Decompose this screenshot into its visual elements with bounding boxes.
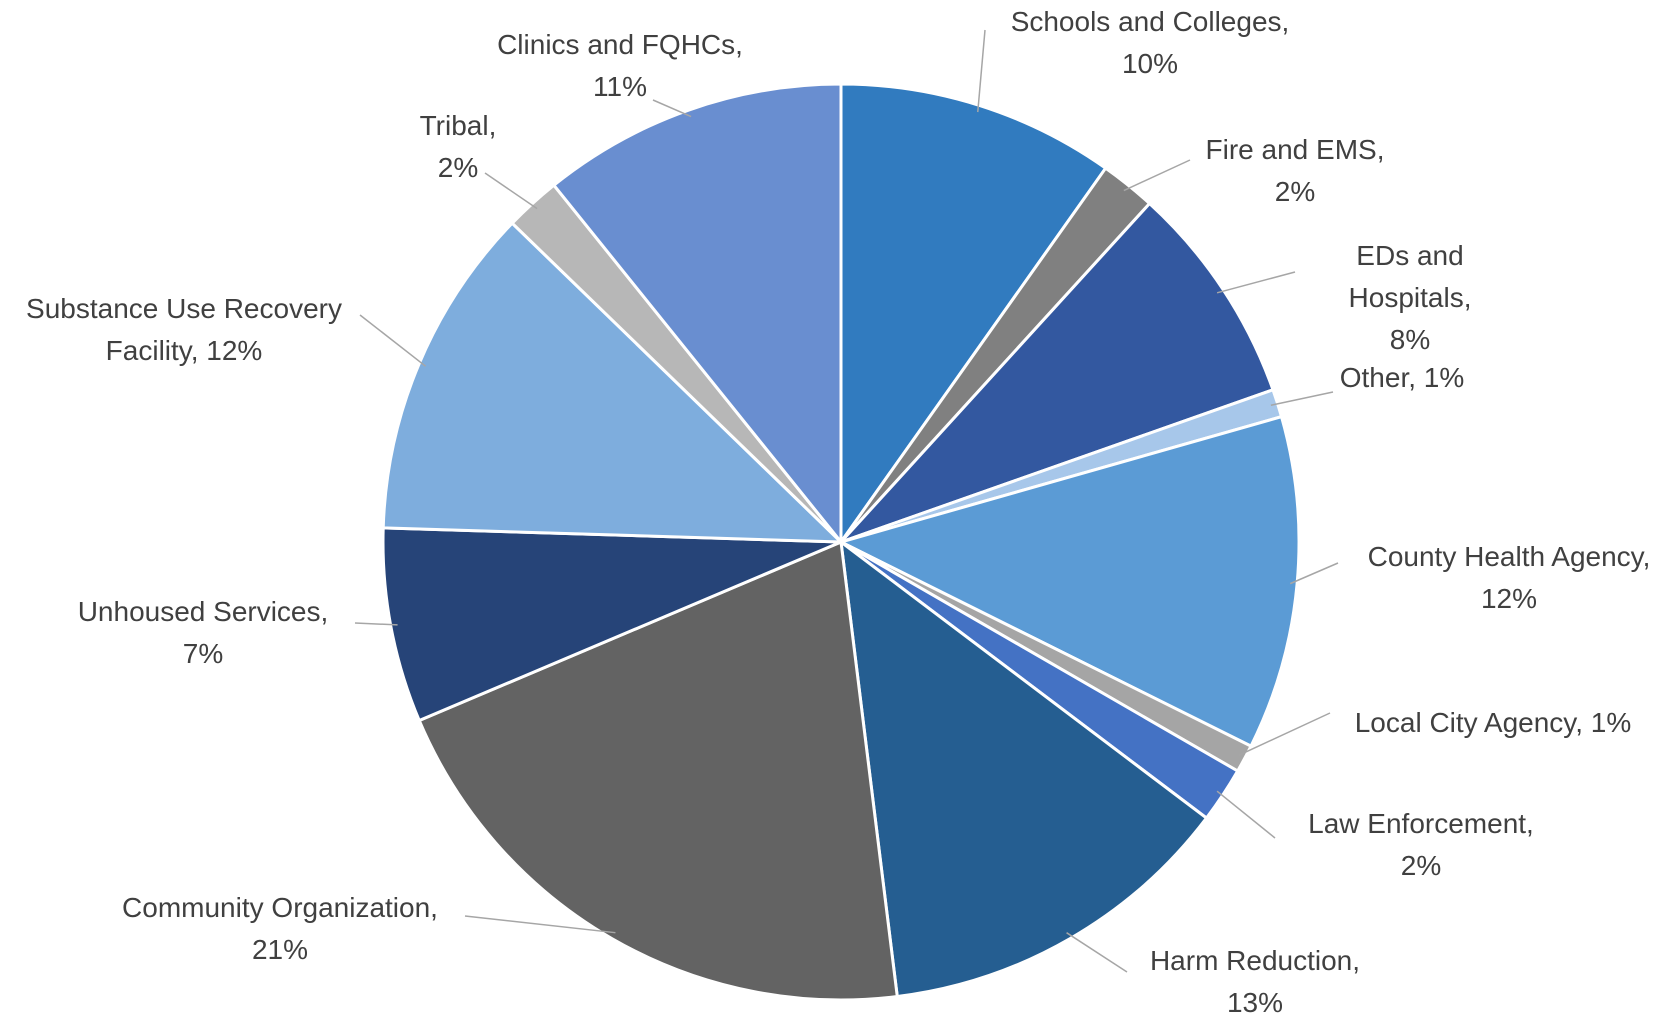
data-label: Local City Agency, 1% (1348, 702, 1638, 744)
value-label: 2% (1400, 850, 1442, 881)
category-label: County Health Agency, (1367, 541, 1651, 572)
data-label: Other, 1% (1302, 357, 1502, 399)
pie-slice (417, 539, 899, 1002)
category-label: Substance Use Recovery Facility, (26, 293, 342, 366)
value-label: 1% (1423, 362, 1465, 393)
leader-line (1238, 712, 1331, 757)
value-label: 1% (1590, 707, 1632, 738)
data-label: County Health Agency, 12% (1339, 536, 1677, 620)
leader-line (484, 172, 538, 210)
category-label: Community Organization, (122, 892, 438, 923)
leader-line (1216, 790, 1276, 839)
leader-line (1216, 271, 1296, 294)
leader-line (1066, 932, 1128, 973)
pie-slice (381, 526, 842, 723)
pie-slice (839, 201, 1275, 544)
data-label: Tribal, 2% (398, 105, 518, 189)
data-label: Community Organization, 21% (95, 887, 465, 971)
value-label: 7% (182, 638, 224, 669)
pie-slice (839, 538, 1209, 999)
value-label: 12% (206, 335, 263, 366)
data-label: Schools and Colleges, 10% (980, 1, 1320, 85)
category-label: Clinics and FQHCs, (497, 29, 743, 60)
value-label: 11% (593, 71, 647, 102)
value-label: 8% (1389, 324, 1431, 355)
value-label: 10% (1121, 48, 1179, 79)
data-label: Substance Use Recovery Facility, 12% (4, 288, 364, 372)
value-label: 12% (1480, 583, 1538, 614)
category-label: Fire and EMS, (1205, 134, 1385, 165)
category-label: Local City Agency, (1354, 707, 1583, 738)
leader-line (977, 29, 986, 113)
leader-line (1270, 391, 1334, 406)
data-label: Clinics and FQHCs, 11% (475, 24, 765, 108)
pie-slice (836, 414, 1301, 749)
pie-slice (551, 82, 843, 547)
value-label: 21% (251, 934, 309, 965)
value-label: 13% (1226, 987, 1284, 1018)
category-label: Schools and Colleges, (1010, 6, 1290, 37)
pie-slice (381, 221, 845, 544)
data-label: EDs and Hospitals, 8% (1325, 235, 1495, 361)
leader-line (464, 915, 616, 934)
category-label: Tribal, (419, 110, 497, 141)
leader-line (1289, 562, 1339, 585)
value-label: 2% (437, 152, 479, 183)
category-label: Other, (1339, 362, 1416, 393)
category-label: Unhoused Services, (77, 596, 329, 627)
data-label: Fire and EMS, 2% (1188, 129, 1403, 213)
value-label: 2% (1274, 176, 1316, 207)
leader-line (1123, 159, 1191, 192)
leader-line (354, 622, 398, 626)
leader-line (359, 314, 427, 367)
category-label: Harm Reduction, (1149, 945, 1361, 976)
data-label: Harm Reduction, 13% (1130, 940, 1380, 1019)
category-label: EDs and Hospitals, (1348, 240, 1472, 313)
data-label: Law Enforcement, 2% (1291, 803, 1551, 887)
data-label: Unhoused Services, 7% (58, 591, 348, 675)
category-label: Law Enforcement, (1308, 808, 1534, 839)
leader-line (652, 99, 692, 118)
pie-slice (839, 82, 1108, 547)
